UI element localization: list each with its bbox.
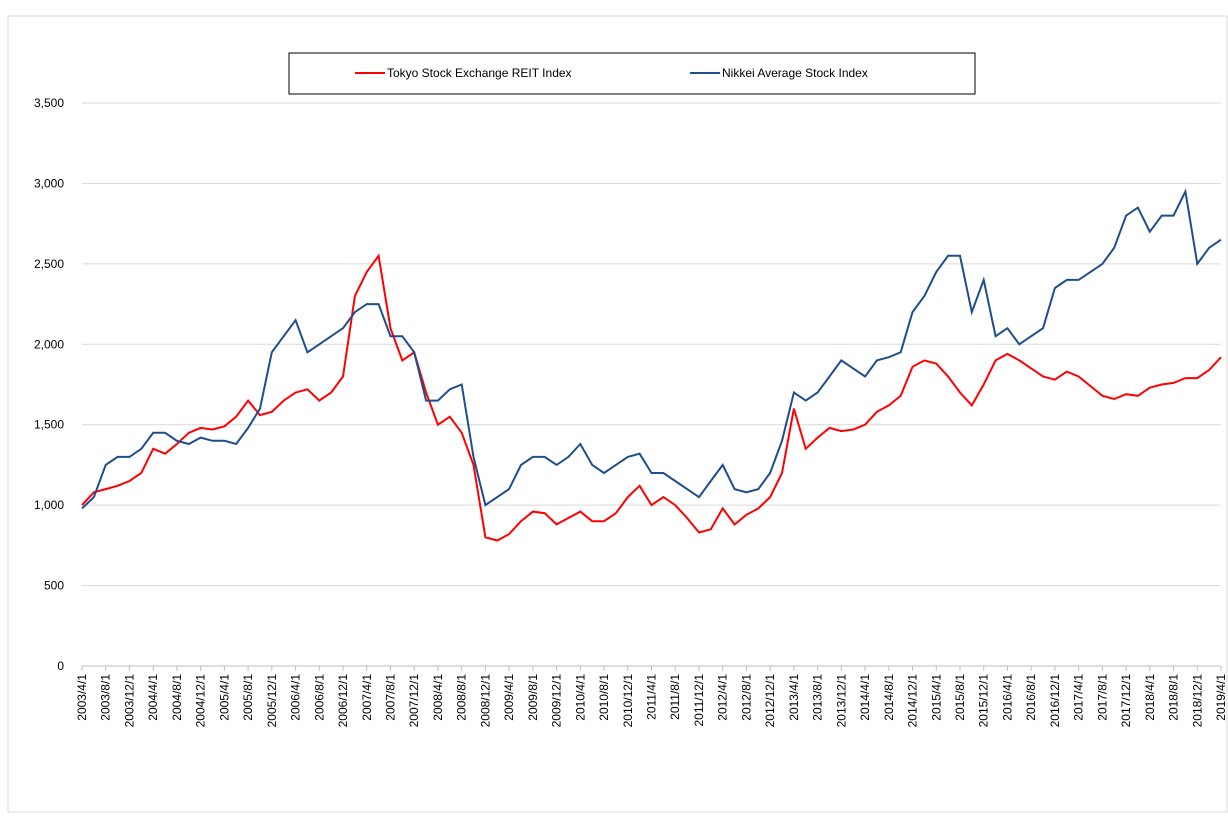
- y-tick-label: 3,500: [34, 96, 64, 110]
- x-tick-label: 2016/4/1: [1000, 674, 1014, 721]
- y-tick-label: 2,000: [34, 337, 64, 351]
- x-tick-label: 2012/4/1: [716, 674, 730, 721]
- x-tick-label: 2007/4/1: [360, 674, 374, 721]
- x-tick-label: 2011/4/1: [645, 674, 659, 720]
- y-tick-label: 1,500: [34, 418, 64, 432]
- x-tick-label: 2016/8/1: [1024, 674, 1038, 721]
- x-tick-label: 2012/12/1: [763, 674, 777, 728]
- x-tick-label: 2003/4/1: [75, 674, 89, 721]
- x-tick-label: 2014/4/1: [858, 674, 872, 721]
- x-tick-label: 2013/8/1: [811, 674, 825, 721]
- series-line: [81, 253, 1222, 542]
- x-tick-label: 2016/12/1: [1048, 674, 1062, 728]
- x-tick-label: 2018/4/1: [1143, 674, 1157, 721]
- series-line: [81, 188, 1222, 510]
- x-tick-label: 2005/4/1: [217, 674, 231, 721]
- x-tick-label: 2011/12/1: [692, 674, 706, 727]
- x-tick-label: 2018/8/1: [1167, 674, 1181, 721]
- x-tick-label: 2017/8/1: [1095, 674, 1109, 721]
- x-tick-label: 2010/4/1: [573, 674, 587, 721]
- x-tick-label: 2008/8/1: [455, 674, 469, 721]
- y-tick-label: 0: [57, 659, 64, 673]
- x-tick-label: 2006/4/1: [289, 674, 303, 721]
- y-tick-label: 2,500: [34, 257, 64, 271]
- legend-label: Nikkei Average Stock Index: [722, 66, 868, 80]
- x-tick-label: 2015/4/1: [929, 674, 943, 721]
- x-tick-label: 2005/8/1: [241, 674, 255, 721]
- x-tick-label: 2003/12/1: [122, 674, 136, 728]
- x-tick-label: 2009/4/1: [502, 674, 516, 721]
- x-tick-label: 2009/8/1: [526, 674, 540, 721]
- x-tick-label: 2004/12/1: [194, 674, 208, 728]
- x-tick-label: 2013/12/1: [834, 674, 848, 728]
- x-tick-label: 2006/12/1: [336, 674, 350, 728]
- x-tick-label: 2008/12/1: [478, 674, 492, 728]
- x-tick-label: 2008/4/1: [431, 674, 445, 721]
- x-tick-label: 2015/12/1: [977, 674, 991, 728]
- x-tick-label: 2017/4/1: [1072, 674, 1086, 721]
- legend-box: [288, 52, 976, 95]
- x-tick-label: 2014/12/1: [906, 674, 920, 728]
- x-tick-label: 2011/8/1: [668, 674, 682, 720]
- y-tick-label: 500: [44, 579, 64, 593]
- x-tick-label: 2004/4/1: [146, 674, 160, 721]
- legend-label: Tokyo Stock Exchange REIT Index: [387, 66, 572, 80]
- x-tick-label: 2014/8/1: [882, 674, 896, 721]
- y-tick-label: 3,000: [34, 176, 64, 190]
- x-tick-label: 2009/12/1: [550, 674, 564, 728]
- x-tick-label: 2019/4/1: [1214, 674, 1228, 721]
- chart-frame: [7, 15, 1228, 813]
- x-tick-label: 2003/8/1: [99, 674, 113, 721]
- x-tick-label: 2010/12/1: [621, 674, 635, 728]
- x-tick-label: 2010/8/1: [597, 674, 611, 721]
- x-tick-label: 2012/8/1: [739, 674, 753, 721]
- x-tick-label: 2007/12/1: [407, 674, 421, 728]
- x-tick-label: 2005/12/1: [265, 674, 279, 728]
- y-tick-label: 1,000: [34, 498, 64, 512]
- x-tick-label: 2004/8/1: [170, 674, 184, 721]
- x-tick-label: 2006/8/1: [312, 674, 326, 721]
- x-tick-label: 2017/12/1: [1119, 674, 1133, 728]
- x-tick-label: 2015/8/1: [953, 674, 967, 721]
- x-tick-label: 2018/12/1: [1190, 674, 1204, 728]
- x-tick-label: 2013/4/1: [787, 674, 801, 721]
- x-tick-label: 2007/8/1: [383, 674, 397, 721]
